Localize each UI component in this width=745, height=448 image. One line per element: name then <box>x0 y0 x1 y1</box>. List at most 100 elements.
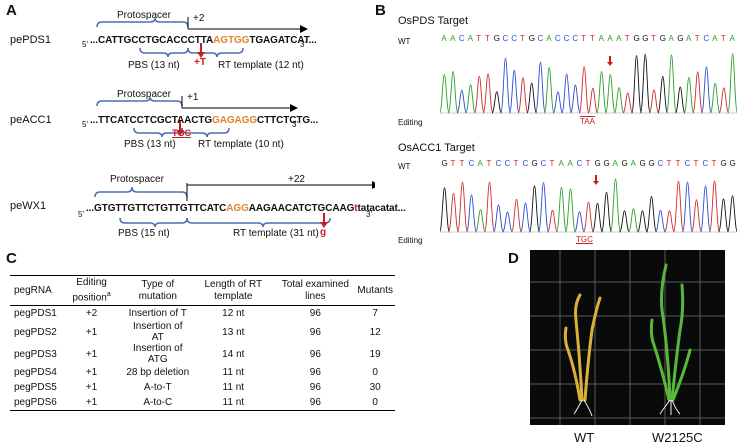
chrom-peak <box>500 57 511 114</box>
base-letter: A <box>477 159 483 168</box>
base-letter: A <box>668 34 674 43</box>
chrom-peak <box>475 209 486 233</box>
base-letter: T <box>711 159 717 168</box>
chrom-peak <box>640 53 651 114</box>
base-letter: C <box>502 34 509 43</box>
base-letter: T <box>513 159 519 168</box>
chrom-peak <box>691 199 702 233</box>
chrom-peak <box>456 89 468 114</box>
chrom-peak <box>574 211 585 233</box>
chrom-peak <box>491 91 503 114</box>
panel-a-diagram <box>94 17 375 228</box>
base-letter: T <box>519 34 525 43</box>
chrom-peak <box>605 74 616 114</box>
chrom-peak <box>701 66 712 114</box>
cell: 96 <box>309 367 321 379</box>
base-letter: T <box>624 34 630 43</box>
base-letter: C <box>504 159 511 168</box>
chrom-peak <box>692 71 703 114</box>
pewx1-protospacer-bracket <box>94 186 188 198</box>
base-letter: G <box>621 159 628 168</box>
peacc1-position-label: +1 <box>187 92 199 103</box>
table-row: pegPDS6 +1 A-to-C 11 nt 96 0 <box>10 395 395 411</box>
cell: 96 <box>309 348 321 360</box>
cell: 11 nt <box>222 382 245 394</box>
base-letter: G <box>639 159 646 168</box>
chrom-peak <box>447 70 459 114</box>
pewx1-pbs-label: PBS (15 nt) <box>118 228 170 239</box>
chrom-peak <box>466 194 477 233</box>
cell: Insertion of AT <box>133 321 183 344</box>
cell: pegPDS2 <box>14 326 57 338</box>
base-letter: A <box>467 34 473 43</box>
chrom-peak <box>529 185 540 233</box>
cell: pegPDS1 <box>14 308 57 320</box>
wt-roots <box>573 399 593 417</box>
base-letter: A <box>546 34 552 43</box>
cell: 30 <box>369 382 381 394</box>
chrom-peak <box>664 210 675 233</box>
chrom-peak <box>448 192 459 233</box>
base-letter: C <box>537 34 544 43</box>
table-header-row: pegRNA Editing positiona Type of mutatio… <box>10 275 395 306</box>
chrom-peak <box>718 87 730 114</box>
chrom-peak <box>502 211 513 233</box>
cell: +1 <box>85 367 98 379</box>
cell: A-to-C <box>143 397 173 409</box>
chrom-peak <box>517 77 529 114</box>
chrom-peak <box>683 76 695 114</box>
chrom-peak <box>613 87 625 114</box>
base-letter: G <box>677 34 684 43</box>
base-letter: C <box>540 159 547 168</box>
base-letter: T <box>694 34 700 43</box>
base-letter: G <box>603 159 610 168</box>
panel-letter-d: D <box>508 250 519 267</box>
pepds1-rt-bracket <box>187 47 244 58</box>
chrom-peak <box>700 185 711 233</box>
acc-edit-bases: TGC <box>576 235 593 244</box>
chrom-peak <box>552 91 564 114</box>
base-letter: C <box>572 34 579 43</box>
base-letter: T <box>651 34 656 43</box>
chrom-peak <box>570 84 581 114</box>
chrom-peak <box>440 187 450 233</box>
acc-title: OsACC1 Target <box>398 142 475 154</box>
chrom-peak <box>592 202 603 233</box>
pepds1-pbs-bracket <box>139 47 189 58</box>
pepds1-five-prime: 5' <box>82 40 88 49</box>
chrom-peak <box>561 73 572 114</box>
base-letter: T <box>485 34 490 43</box>
chrom-peak <box>538 182 549 233</box>
base-letter: G <box>594 159 601 168</box>
base-letter: T <box>450 159 456 168</box>
peacc1-insertion-label: TGC <box>172 128 191 138</box>
chrom-peak <box>631 55 642 114</box>
chrom-peak <box>440 73 450 114</box>
cell: 11 nt <box>222 367 245 379</box>
peacc1-sequence: ...TTCATCCTCGCTAACTGGAGAGGCTTCTCTG... <box>90 115 319 126</box>
pewx1-name: peWX1 <box>10 200 47 212</box>
chrom-peak <box>587 87 599 114</box>
pds-wt-label: WT <box>398 37 411 46</box>
chrom-peak <box>655 209 666 233</box>
pewx1-pbs-bracket <box>119 217 188 228</box>
pewx1-sequence: ...GTGTTGTTCTGTTGTTCATCAGGAAGAACATCTGCAA… <box>86 203 406 214</box>
plant-photo <box>530 250 725 425</box>
panel-letter-a: A <box>6 2 17 19</box>
cell: +1 <box>85 382 98 394</box>
pepds1-pbs-label: PBS (13 nt) <box>128 60 180 71</box>
chrom-peak <box>520 202 531 233</box>
base-letter: A <box>712 34 718 43</box>
base-letter: G <box>642 34 649 43</box>
chrom-peak <box>727 195 737 233</box>
cell: pegPDS6 <box>14 397 57 409</box>
header-mutants: Mutants <box>357 284 393 296</box>
panel-letter-b: B <box>375 2 386 19</box>
chrom-peak <box>493 204 504 233</box>
table-row: pegPDS3 +1 Insertion of ATG 14 nt 96 19 <box>10 343 395 365</box>
edit-site-arrowhead <box>593 181 599 185</box>
acc-wt-label: WT <box>398 162 411 171</box>
chrom-peak <box>637 210 648 233</box>
